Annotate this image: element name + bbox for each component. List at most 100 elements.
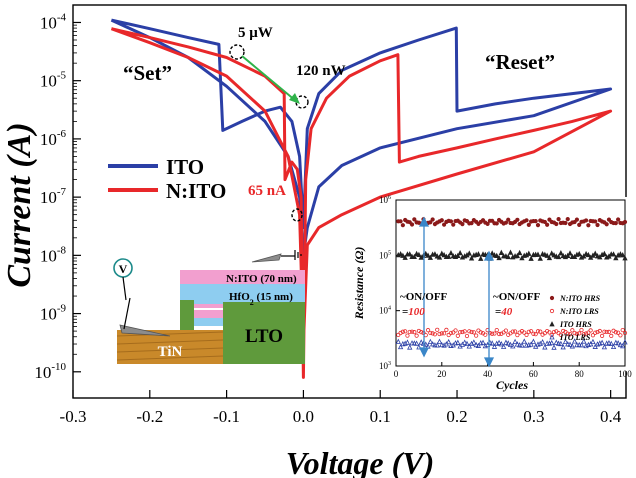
inset-point — [613, 339, 619, 345]
hfo2-top-cap — [223, 284, 305, 302]
inset-x-tick-labels: 0 20 40 60 80 100 — [394, 369, 633, 379]
inset-point — [423, 250, 429, 257]
inset-point — [599, 333, 605, 338]
inset-point — [432, 332, 438, 337]
inset-point — [531, 331, 536, 336]
annotation-set: “Set” — [123, 61, 172, 85]
inset-point — [595, 222, 600, 228]
inset-point — [597, 328, 602, 334]
inset-point — [475, 342, 482, 348]
inset-point — [560, 344, 566, 350]
main-series-layer — [110, 18, 613, 379]
inset-point — [405, 333, 410, 338]
onoff-value-ito: =40 — [495, 306, 513, 318]
inset-point — [444, 327, 449, 333]
inset-point — [595, 329, 600, 335]
inset-point — [428, 220, 433, 225]
nito-top-cap — [223, 270, 305, 284]
y-tick-exp: -4 — [57, 11, 67, 23]
inset-point — [395, 338, 401, 344]
inset-point — [496, 339, 502, 346]
annotation-5uw: 5 μW — [238, 25, 273, 41]
inset-point — [411, 253, 417, 260]
substrate-lto — [223, 302, 305, 364]
inset-point — [446, 253, 452, 259]
inset-point — [535, 223, 541, 228]
inset-y-tick-label: 104 — [379, 306, 391, 316]
y-axis-title: Current (A) — [1, 122, 38, 287]
inset-point — [592, 343, 598, 349]
marker-ellipse-65na — [291, 208, 303, 222]
inset-series-layer — [395, 217, 628, 350]
inset-point — [597, 254, 603, 260]
onoff-value-nito: =100 — [402, 306, 425, 318]
inset-point — [551, 252, 557, 258]
inset-point — [517, 249, 523, 256]
inset-point — [524, 332, 529, 337]
inset-point — [407, 329, 412, 335]
inset-point — [474, 333, 479, 338]
inset-y-tick-base: 10 — [379, 195, 389, 205]
marker-ellipse-5uw — [229, 44, 245, 60]
hfo2-ledge — [194, 318, 223, 326]
inset-point — [613, 330, 618, 335]
inset-point — [620, 327, 625, 333]
x-tick-label: 0.0 — [293, 407, 314, 426]
inset-y-tick-label: 105 — [379, 250, 391, 260]
inset-point — [529, 329, 534, 334]
inset-point — [549, 250, 555, 256]
inset-point — [407, 344, 413, 350]
x-tick-label: 0.3 — [523, 407, 544, 426]
onoff-eq-ito: = — [495, 306, 501, 318]
inset-point — [542, 330, 547, 336]
inset-point — [427, 338, 433, 345]
annotation-120nw: 120 nW — [296, 63, 346, 79]
inset-point — [469, 221, 474, 226]
inset-legend-marker — [549, 334, 555, 340]
x-tick-label: -0.2 — [136, 407, 163, 426]
inset-point — [599, 339, 605, 345]
inset-y-tick-exp: 5 — [388, 250, 391, 256]
inset-point — [507, 341, 514, 348]
probe-v-wire — [122, 276, 127, 301]
inset-point — [471, 339, 477, 345]
inset-point — [498, 341, 504, 347]
y-tick-base: 10 — [40, 188, 57, 207]
inset-point — [622, 255, 628, 261]
inset-point — [425, 328, 431, 333]
inset-point — [462, 329, 467, 334]
inset-point — [535, 329, 541, 334]
inset-point — [455, 252, 461, 259]
inset-point — [432, 251, 438, 257]
inset-legend-marker — [549, 295, 555, 301]
inset-point — [512, 329, 518, 334]
inset-series-n-ito-lrs — [396, 327, 628, 339]
inset-point — [439, 218, 444, 223]
inset-point — [590, 338, 596, 345]
y-tick-label: 10-6 — [40, 128, 67, 149]
inset-point — [606, 339, 612, 346]
inset-point — [606, 329, 612, 334]
inset-point — [616, 217, 621, 222]
inset-point — [435, 327, 440, 332]
inset-point — [602, 329, 607, 334]
inset-point — [572, 330, 577, 336]
inset-point — [483, 332, 488, 337]
inset-point — [510, 343, 516, 349]
y-tick-exp: -10 — [51, 361, 66, 373]
inset-point — [563, 220, 568, 226]
inset-point — [400, 252, 406, 258]
label-nito-layer: N:ITO (70 nm) — [226, 273, 297, 285]
inset-point — [400, 223, 405, 228]
inset-legend-label: ITO LRS — [559, 333, 591, 342]
inset-y-tick-label: 103 — [379, 361, 391, 371]
inset-point — [409, 329, 415, 334]
y-tick-exp: -6 — [57, 128, 67, 140]
inset-point — [489, 340, 495, 346]
inset-point — [515, 217, 520, 222]
onoff-label-ito: ~ON/OFF — [493, 291, 541, 303]
inset-x-axis-title: Cycles — [496, 378, 528, 392]
probe-voltage-label: V — [119, 262, 128, 276]
inset-point — [558, 340, 564, 347]
inset-point — [583, 331, 589, 336]
